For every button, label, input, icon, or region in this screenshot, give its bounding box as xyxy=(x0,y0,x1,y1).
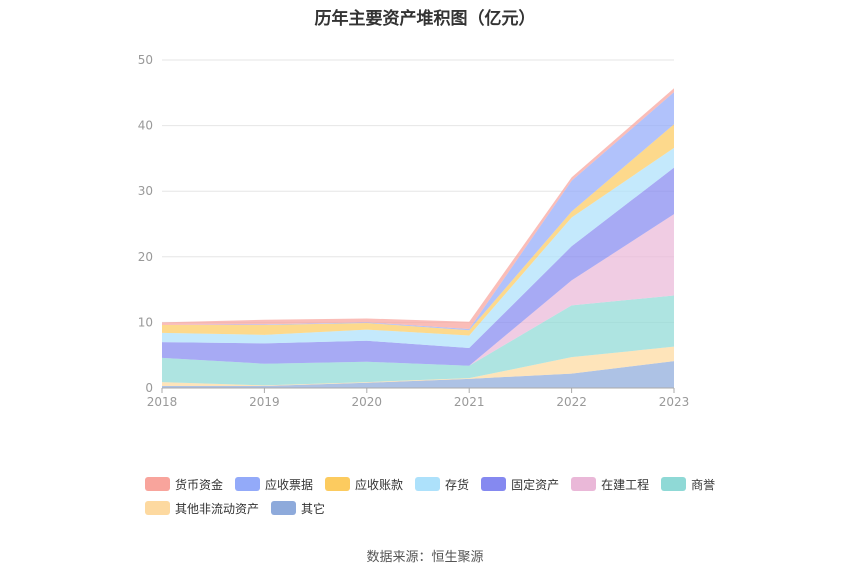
legend-swatch xyxy=(145,477,170,491)
area-series-7[interactable] xyxy=(162,92,674,331)
legend-item[interactable]: 固定资产 xyxy=(481,472,559,496)
legend-label: 固定资产 xyxy=(511,477,560,492)
x-tick-label: 2022 xyxy=(556,395,587,409)
y-tick-label: 0 xyxy=(145,381,153,395)
y-tick-label: 30 xyxy=(138,184,153,198)
data-source: 数据来源：恒生聚源 xyxy=(366,550,484,565)
legend-swatch xyxy=(571,477,597,491)
legend-label: 存货 xyxy=(445,477,470,492)
legend-swatch xyxy=(325,477,351,491)
legend-item[interactable]: 其它 xyxy=(271,496,325,520)
legend-item[interactable]: 存货 xyxy=(415,472,469,496)
axes: 0 10 20 30 40 50 2018 2019 2020 2021 2022 2023 xyxy=(138,53,690,409)
x-tick-label: 2018 xyxy=(147,395,178,409)
legend-swatch xyxy=(415,477,441,491)
legend-item[interactable]: 在建工程 xyxy=(571,472,649,496)
legend-label: 其他非流动资产 xyxy=(175,501,260,516)
legend: 货币资金 应收票据 应收账款 存货 固定资产 在建工程 商誉其他非流动资产 其它 xyxy=(145,472,745,520)
y-tick-label: 20 xyxy=(138,250,153,264)
x-tick-label: 2023 xyxy=(659,395,690,409)
legend-swatch xyxy=(661,477,687,491)
legend-label: 应收账款 xyxy=(355,477,404,492)
area-series-2[interactable] xyxy=(162,295,674,386)
area-series-0[interactable] xyxy=(162,361,674,388)
legend-swatch xyxy=(271,501,297,515)
legend-item[interactable]: 货币资金 xyxy=(145,472,223,496)
legend-swatch xyxy=(235,477,261,491)
legend-item[interactable]: 应收票据 xyxy=(235,472,313,496)
legend-item[interactable]: 应收账款 xyxy=(325,472,403,496)
y-tick-label: 10 xyxy=(138,315,153,329)
legend-item[interactable]: 其他非流动资产 xyxy=(145,496,259,520)
x-tick-label: 2021 xyxy=(454,395,485,409)
x-tick-label: 2019 xyxy=(249,395,280,409)
legend-label: 货币资金 xyxy=(175,477,224,492)
legend-label: 商誉 xyxy=(691,477,716,492)
legend-item[interactable]: 商誉 xyxy=(661,472,715,496)
x-tick-label: 2020 xyxy=(352,395,383,409)
legend-swatch xyxy=(145,501,170,515)
y-tick-label: 40 xyxy=(138,119,153,133)
legend-label: 应收票据 xyxy=(265,477,314,492)
legend-label: 在建工程 xyxy=(601,477,650,492)
area-series xyxy=(162,88,674,388)
area-series-3[interactable] xyxy=(162,214,674,366)
legend-swatch xyxy=(481,477,507,491)
area-series-1[interactable] xyxy=(162,346,674,387)
y-tick-label: 50 xyxy=(138,53,153,67)
chart-title: 历年主要资产堆积图（亿元） xyxy=(314,9,536,29)
legend-label: 其它 xyxy=(301,501,326,516)
area-series-4[interactable] xyxy=(162,167,674,366)
